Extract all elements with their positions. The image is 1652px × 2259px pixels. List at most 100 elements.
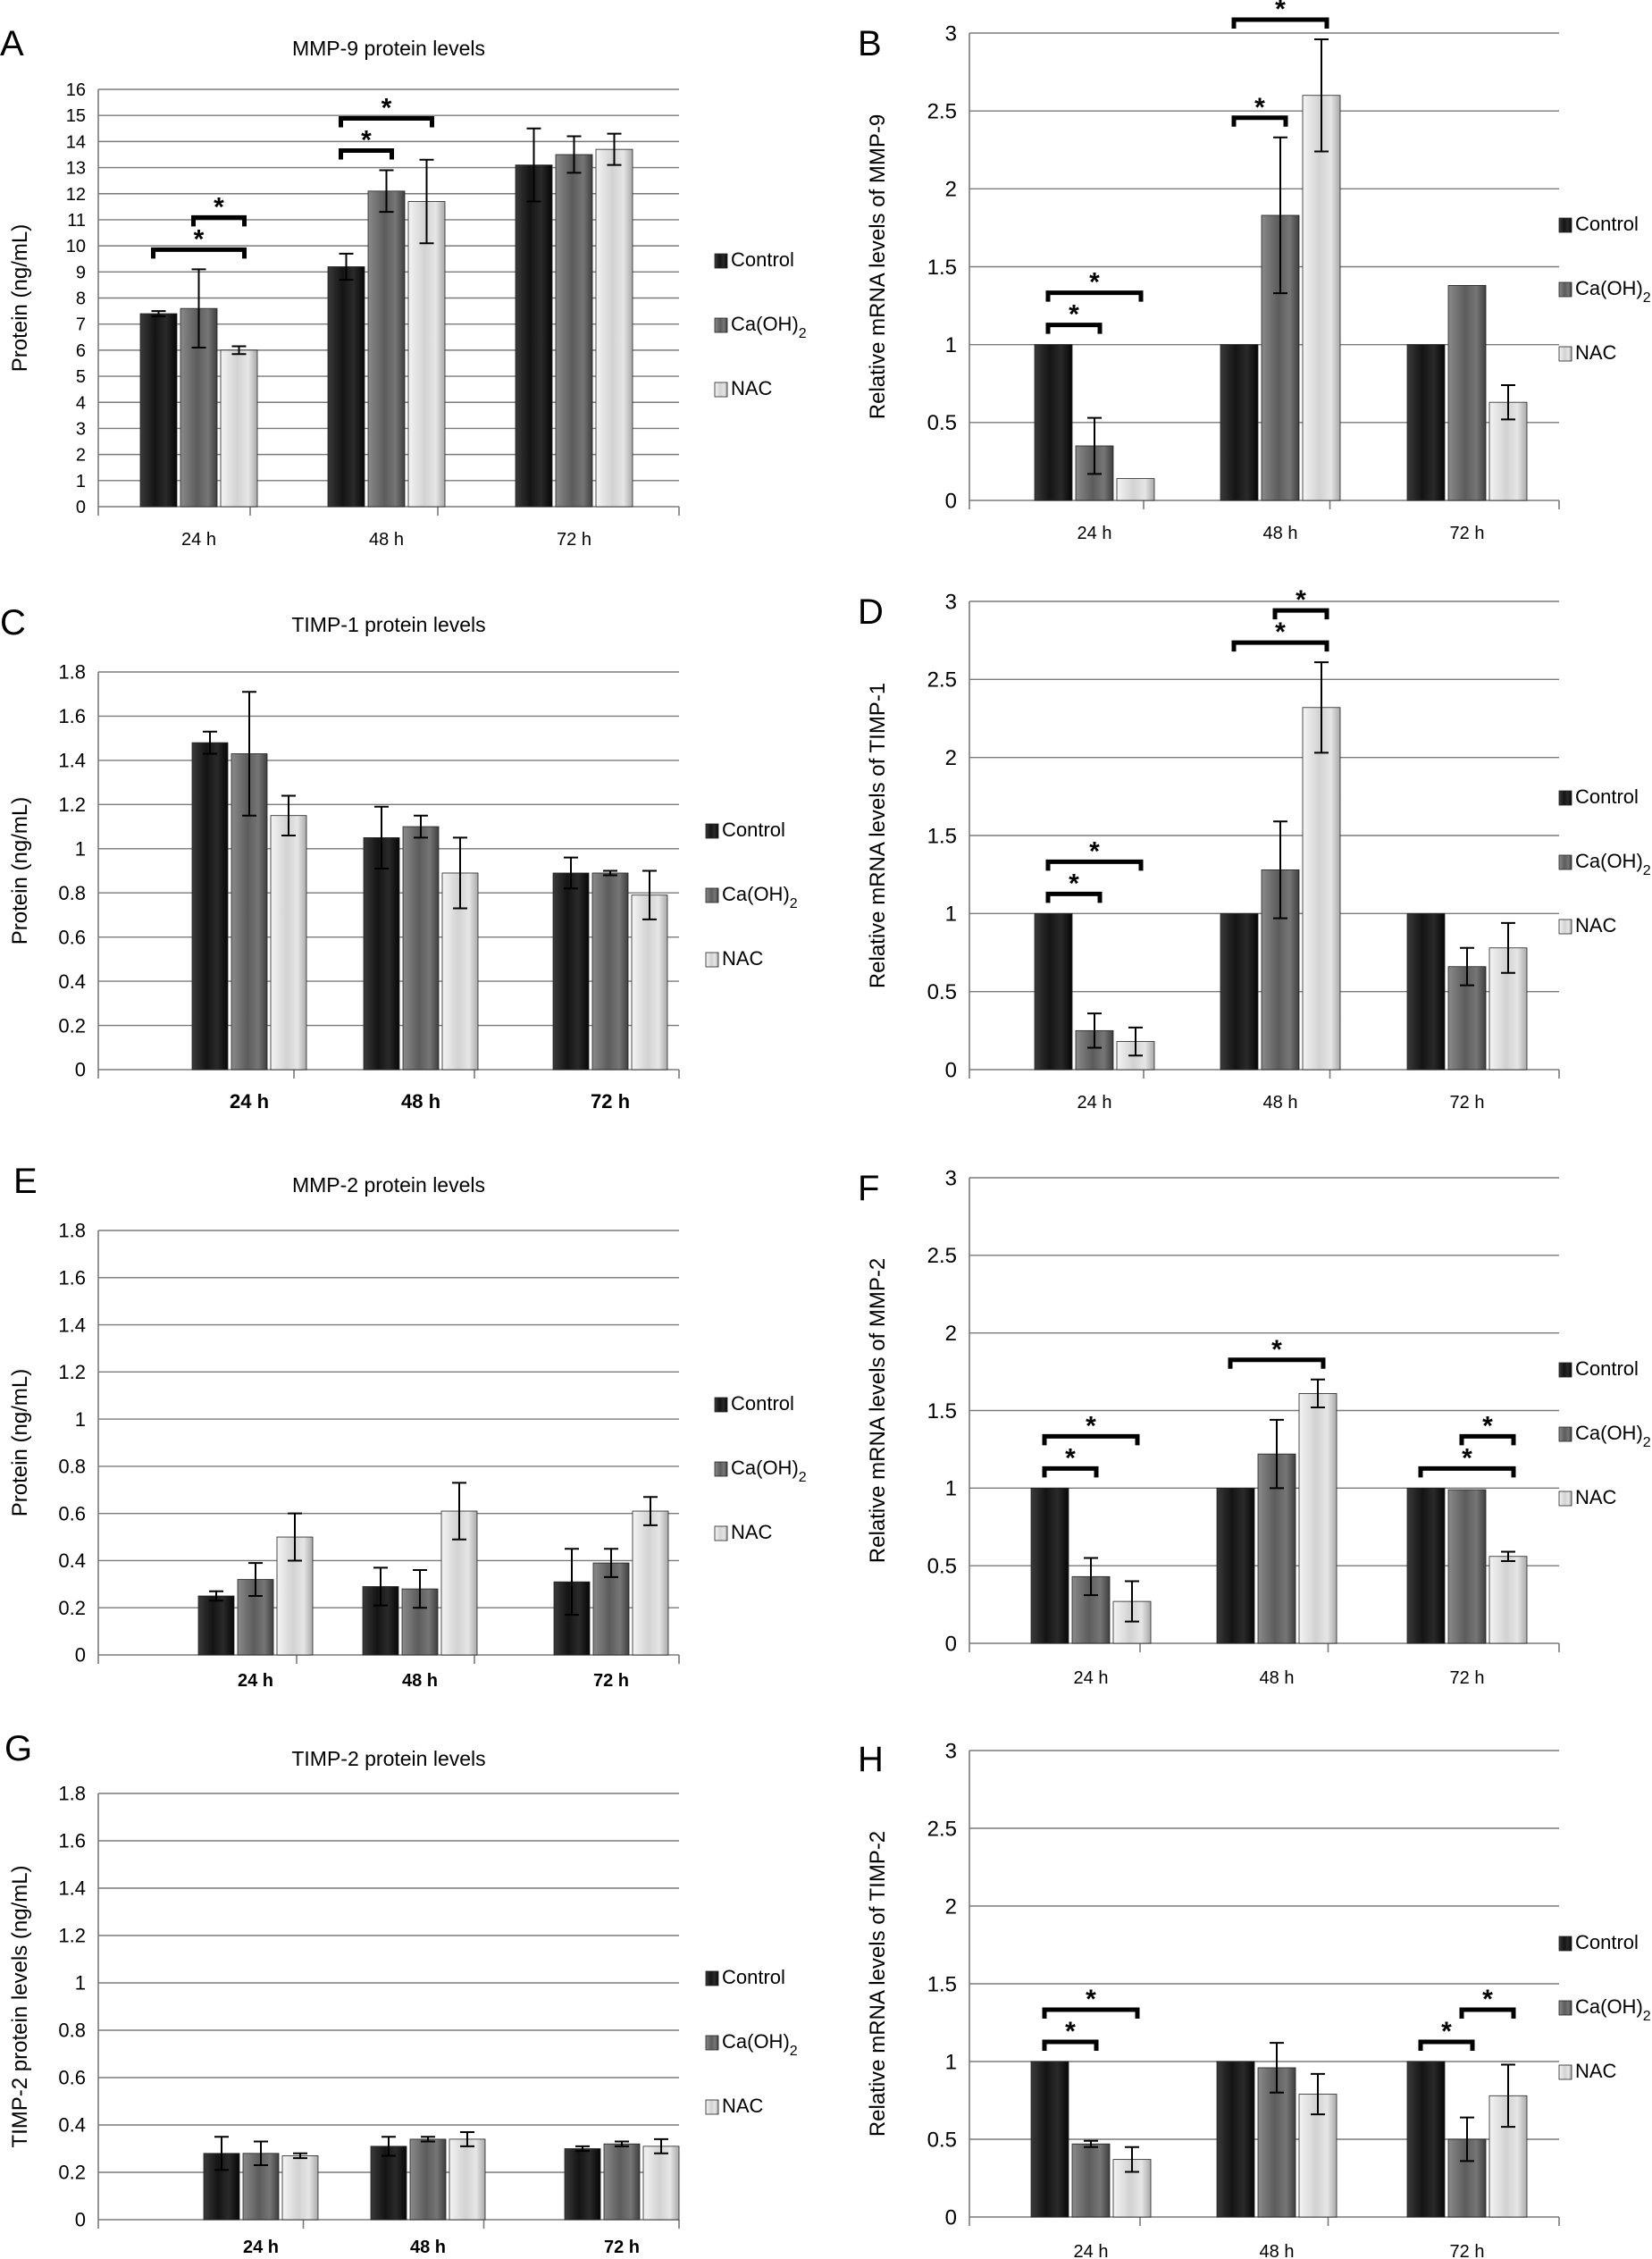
error-bar [419,158,434,245]
y-tick-label: 0 [945,1058,957,1082]
legend-text: Control [1575,213,1639,235]
bar-control-72-h [1406,344,1446,501]
error-bar [453,836,467,910]
significance-bracket [339,147,394,160]
y-tick-label: 7 [76,315,86,335]
x-tick-label: 24 h [1074,2242,1109,2259]
significance-asterisk: * [361,125,372,155]
y-tick-label: 1.6 [58,705,86,727]
legend-swatch-nac [705,952,719,968]
legend-swatch-control [1558,217,1572,233]
y-tick-label: 2 [945,746,957,770]
significance-asterisk: * [1069,869,1079,898]
legend-label-nac: NAC [1575,914,1617,936]
y-tick-label: 0.4 [58,1549,86,1572]
y-axis-label: Protein (ng/mL) [8,224,32,372]
bar-nac-72-h [632,1510,669,1656]
significance-bracket [1042,1465,1099,1478]
error-bar [643,1496,658,1526]
legend-text: NAC [722,2095,764,2117]
y-tick-label: 0.8 [58,882,86,904]
significance-asterisk: * [1086,1411,1096,1440]
error-bar [254,2140,268,2167]
legend-swatch-control [714,1397,728,1413]
legend-label-nac: NAC [1575,1486,1617,1508]
chart-panel-a: A MMP-9 protein levels0123456789101112131… [0,24,807,550]
error-bar [373,1566,388,1607]
x-tick-label: 48 h [402,1671,438,1691]
y-tick-label: 1 [945,333,957,357]
bar-ca-oh-2-48-h [367,190,406,508]
error-bar [1273,820,1287,920]
legend-subscript: 2 [1643,290,1651,306]
legend-label-nac: NAC [731,377,773,399]
legend-subscript: 2 [799,1470,807,1485]
significance-asterisk: * [1275,0,1286,24]
error-bar [203,730,217,755]
legend-text: Ca(OH) [1575,1422,1643,1444]
bar-control-48-h [327,266,365,508]
legend-swatch-ca-oh-2 [714,1461,728,1477]
significance-asterisk: * [1069,300,1079,330]
y-tick-label: 0.5 [927,980,957,1004]
y-tick-label: 0.8 [58,1456,86,1478]
legend-text: Ca(OH) [1575,1995,1643,2018]
y-tick-label: 1.2 [58,794,86,816]
bar-ca-oh-2-72-h [591,872,629,1071]
y-tick-label: 1.5 [927,256,957,280]
y-tick-label: 12 [66,185,86,205]
bar-nac-24-h [1116,478,1155,501]
y-tick-label: 2.5 [927,1244,957,1268]
legend-text: NAC [731,377,773,399]
chart-panel-c: C TIMP-1 protein levels 0 0.2 0.4 0.6 0.8 1 1.2 1… [0,603,798,1113]
x-tick-label: 72 h [1450,524,1485,543]
bar-control-72-h [552,872,590,1071]
error-bar [566,135,582,174]
x-tick-label: 24 h [230,1090,269,1113]
error-bar [1501,1550,1515,1562]
y-tick-label: 0.6 [58,1502,86,1524]
legend-text: Control [1575,1357,1639,1380]
error-bar [339,252,354,281]
error-bar [151,310,166,317]
legend-label-ca-oh-2: Ca(OH)2 [731,313,807,341]
error-bar [1311,1378,1325,1409]
y-tick-label: 1.2 [58,1925,86,1947]
legend-swatch-nac [705,2099,719,2115]
error-bar [564,856,578,890]
y-tick-label: 1.2 [58,1361,86,1383]
panel-letter: B [858,24,882,63]
y-tick-label: 6 [76,341,86,361]
legend-swatch-control [705,1970,719,1986]
y-tick-label: 3 [76,419,86,439]
y-tick-label: 8 [76,290,86,309]
chart-title: MMP-9 protein levels [292,37,485,60]
bar-nac-72-h [595,148,633,508]
legend-swatch-ca-oh-2 [1558,281,1572,298]
x-tick-label: 48 h [1263,524,1298,543]
y-tick-label: 0.5 [927,411,957,435]
chart-title: MMP-2 protein levels [292,1173,485,1197]
bar-control-24-h [191,742,229,1071]
panel-letter: C [0,603,26,642]
significance-bracket [191,214,247,227]
error-bar [1087,416,1102,475]
significance-bracket [1272,608,1329,620]
x-tick-label: 72 h [593,1671,629,1691]
y-tick-label: 10 [66,237,86,256]
y-tick-label: 2 [945,1894,957,1919]
error-bar [615,2140,629,2147]
y-tick-label: 16 [66,80,86,100]
x-tick-label: 24 h [238,1671,273,1691]
error-bar [452,1482,466,1541]
y-tick-label: 0.6 [58,926,86,948]
y-tick-label: 1.5 [927,824,957,848]
significance-asterisk: * [1482,1411,1493,1440]
significance-bracket [1231,640,1329,652]
significance-bracket [1045,323,1103,334]
bar-control-24-h [1030,1487,1069,1644]
legend-swatch-ca-oh-2 [714,317,728,333]
bar-control-24-h [197,1595,235,1656]
error-bar [654,2137,668,2154]
chart-title: TIMP-1 protein levels [291,613,485,636]
